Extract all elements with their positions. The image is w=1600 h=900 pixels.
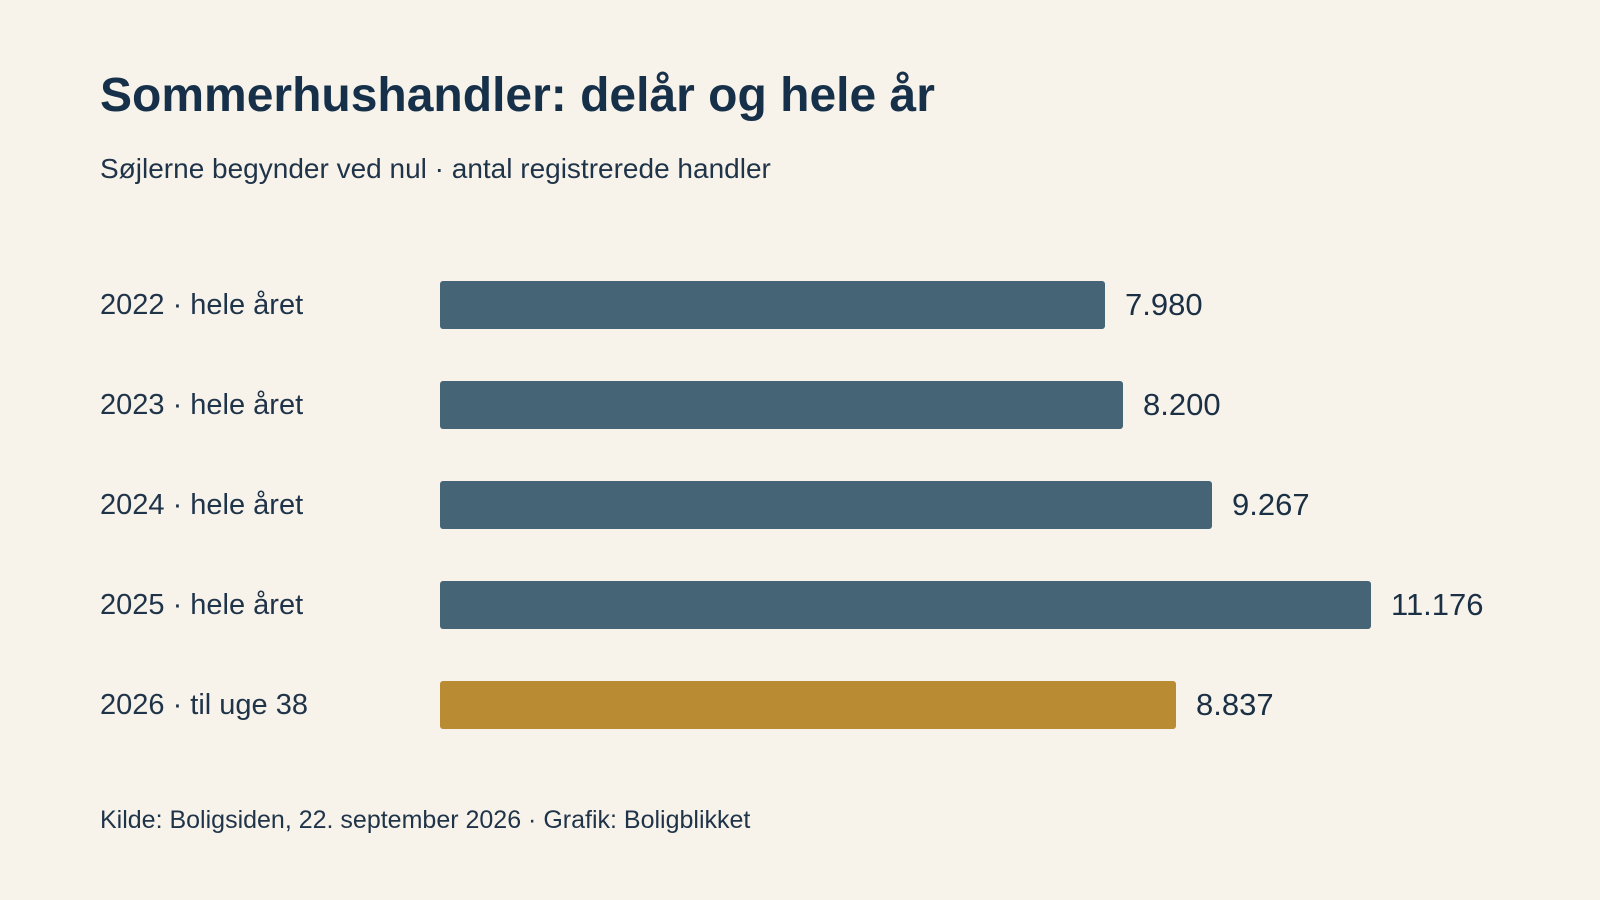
bar (440, 681, 1176, 729)
category-label: 2026 · til uge 38 (100, 689, 308, 721)
bar (440, 581, 1371, 629)
bar-value-label: 8.837 (1196, 687, 1274, 722)
bar-value-label: 8.200 (1143, 387, 1221, 422)
bar (440, 281, 1105, 329)
bar (440, 381, 1123, 429)
bar-value-label: 7.980 (1125, 287, 1203, 322)
category-label: 2025 · hele året (100, 589, 304, 621)
bar (440, 481, 1212, 529)
chart-source-footer: Kilde: Boligsiden, 22. september 2026 · … (100, 806, 751, 834)
bar-value-label: 9.267 (1232, 487, 1310, 522)
bar-value-label: 11.176 (1391, 587, 1484, 622)
chart-subtitle: Søjlerne begynder ved nul · antal regist… (100, 153, 771, 184)
category-label: 2024 · hele året (100, 489, 304, 521)
chart-title: Sommerhushandler: delår og hele år (100, 69, 935, 122)
category-label: 2023 · hele året (100, 389, 304, 421)
category-label: 2022 · hele året (100, 289, 304, 321)
